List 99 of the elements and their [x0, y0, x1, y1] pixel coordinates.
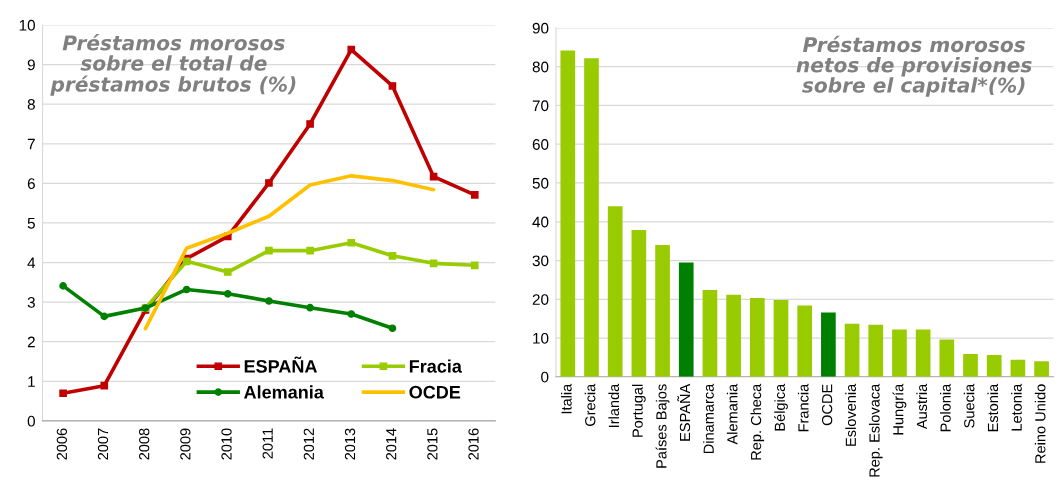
y-tick-label: 80 — [532, 61, 549, 73]
bar — [702, 289, 718, 377]
x-tick-label: Italia — [561, 383, 572, 414]
bar — [607, 206, 623, 377]
point — [100, 381, 109, 390]
point — [306, 303, 314, 312]
y-tick-label: 0 — [541, 371, 549, 383]
bar — [939, 339, 955, 377]
bar — [986, 355, 1002, 377]
bar — [915, 329, 931, 377]
y-tick-label: 0 — [27, 415, 35, 427]
legend-label: ESPAÑA — [244, 356, 317, 373]
x-tick-label: Dinamarca — [703, 383, 714, 454]
bar — [726, 294, 741, 377]
x-tick-label: Países Bajos — [655, 384, 670, 468]
x-tick-label: 2011 — [262, 428, 273, 459]
y-tick-label: 3 — [27, 297, 35, 308]
y-tick-label: 30 — [532, 255, 549, 267]
x-tick-label: Portugal — [632, 384, 646, 437]
point — [470, 261, 479, 270]
bar — [797, 305, 813, 377]
point — [182, 285, 191, 294]
bar — [584, 58, 599, 377]
y-tick-label: 9 — [27, 59, 35, 71]
x-tick-label: 2010 — [221, 428, 232, 460]
point — [306, 120, 314, 128]
y-tick-label: 1 — [28, 376, 35, 387]
point — [59, 282, 67, 290]
point — [306, 246, 314, 255]
y-tick-label: 10 — [533, 332, 549, 344]
x-tick-label: 2009 — [180, 428, 191, 460]
bar — [963, 353, 978, 377]
point — [347, 238, 356, 247]
point — [347, 310, 356, 318]
point — [470, 191, 479, 199]
y-tick-label: 40 — [532, 216, 549, 228]
y-tick-label: 5 — [27, 217, 35, 229]
point — [100, 312, 109, 321]
y-tick-label: 7 — [27, 138, 35, 150]
bar — [868, 324, 884, 377]
bar — [892, 329, 907, 377]
x-tick-label: OCDE — [821, 384, 833, 426]
x-tick-label: Francia — [797, 383, 809, 432]
x-tick-label: Irlanda — [608, 383, 620, 427]
y-tick-label: 8 — [27, 99, 35, 110]
bar — [844, 323, 860, 377]
x-tick-label: 2008 — [139, 428, 150, 460]
x-tick-label: Alemania — [726, 383, 738, 445]
line-series — [143, 174, 436, 331]
bar — [631, 229, 647, 377]
x-tick-label: 2014 — [386, 428, 397, 460]
y-tick-label: 2 — [27, 336, 35, 348]
bar — [1034, 361, 1049, 377]
x-tick-label: 2007 — [97, 428, 109, 460]
point — [388, 82, 397, 90]
x-tick-label: 2013 — [344, 428, 356, 460]
point — [59, 389, 67, 398]
point — [347, 45, 356, 54]
text: Préstamos morosos sobre el total de préstamos brutos (%) — [50, 34, 296, 96]
y-tick-label: 60 — [532, 139, 549, 150]
point — [265, 246, 273, 255]
x-tick-label: Estonia — [987, 383, 999, 432]
x-tick-label: Hungría — [892, 383, 907, 435]
point — [265, 297, 273, 305]
x-tick-label: Polonia — [940, 383, 951, 432]
x-tick-label: 2016 — [468, 428, 479, 460]
point — [265, 179, 273, 187]
bar — [749, 298, 765, 377]
y-tick-label: 10 — [19, 19, 35, 31]
x-tick-label: Rep. Eslovaca — [868, 383, 883, 477]
point — [223, 268, 232, 276]
x-tick-label: Letonia — [1011, 383, 1022, 431]
text: Préstamos morosos netos de provisiones sobre el capital*(%) — [796, 35, 1032, 97]
x-tick-label: Reino Unido — [1034, 384, 1046, 463]
x-tick-label: Rep. Checa — [750, 383, 765, 460]
y-tick-label: 4 — [27, 257, 36, 269]
x-tick-label: 2012 — [303, 428, 315, 460]
bar — [773, 300, 789, 377]
x-tick-label: 2015 — [427, 428, 438, 460]
x-tick-label: Austria — [916, 383, 928, 430]
y-tick-label: 90 — [532, 22, 549, 34]
y-tick-label: 50 — [532, 177, 549, 189]
point — [388, 251, 397, 260]
bar — [560, 50, 576, 377]
x-tick-label: Grecia — [584, 383, 596, 426]
bar — [678, 262, 694, 377]
bar — [655, 245, 670, 377]
bar — [821, 312, 836, 377]
x-tick-label: Suecia — [963, 383, 975, 428]
y-tick-label: 70 — [532, 100, 549, 112]
point — [223, 289, 232, 298]
point — [388, 324, 397, 333]
x-tick-label: Bélgica — [774, 383, 788, 431]
y-tick-label: 20 — [532, 294, 549, 305]
x-tick-label: 2006 — [56, 428, 68, 460]
legend-label: Fracia — [409, 359, 462, 373]
x-tick-label: Eslovenia — [845, 383, 856, 446]
y-tick-label: 6 — [27, 178, 35, 190]
x-tick-label: ESPAÑA — [677, 383, 691, 441]
